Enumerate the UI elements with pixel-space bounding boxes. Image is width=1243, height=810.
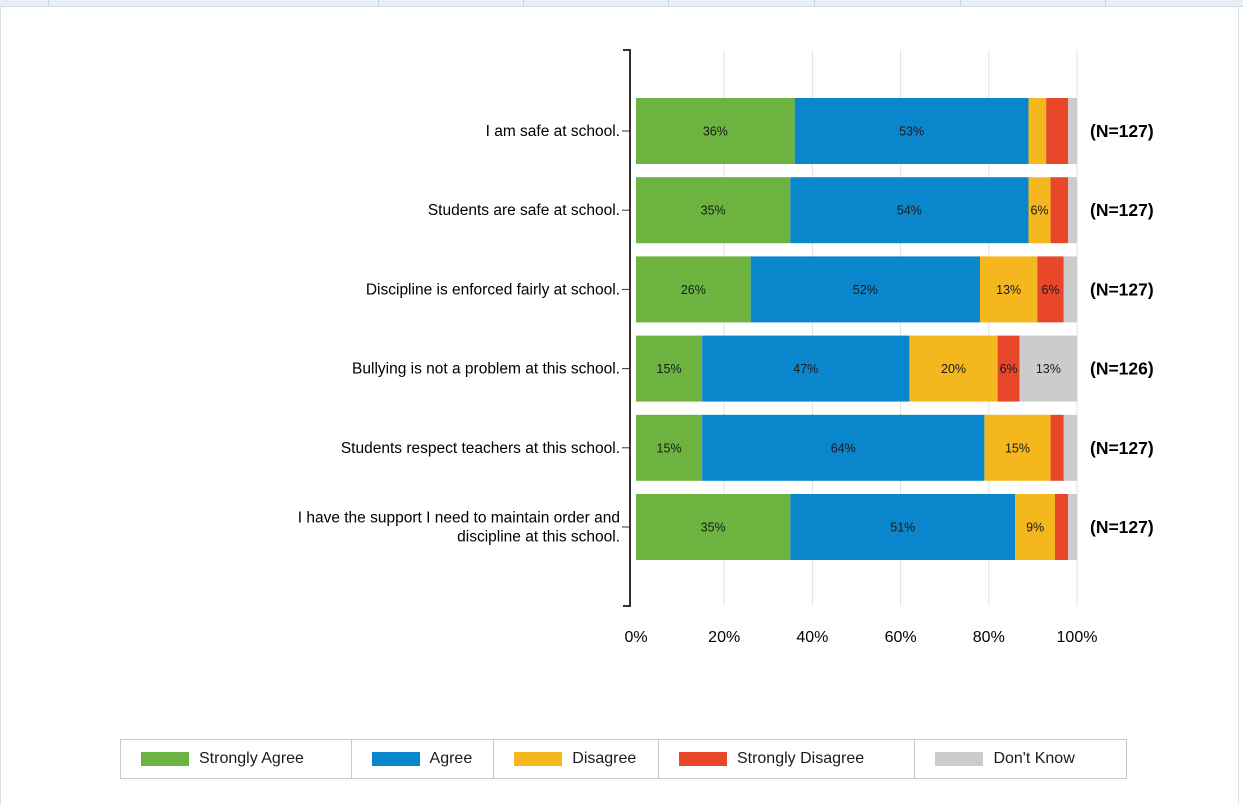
x-tick-label: 40% [796, 629, 828, 646]
legend-item: Agree [352, 740, 495, 778]
legend-swatch [141, 752, 189, 766]
bar-segment [979, 256, 1038, 323]
bar-segment [750, 256, 980, 323]
n-label: (N=127) [1090, 121, 1154, 141]
segment-label: 64% [831, 441, 856, 455]
x-tick-label: 60% [885, 629, 917, 646]
segment-label: 15% [1005, 441, 1030, 455]
category-label: discipline at this school. [457, 529, 620, 546]
category-label: I am safe at school. [486, 123, 620, 140]
bar-segment [1063, 256, 1077, 323]
n-label: (N=127) [1090, 517, 1154, 537]
bar-segment [909, 335, 998, 402]
bar-segment [1050, 414, 1064, 481]
legend-item: Strongly Agree [121, 740, 352, 778]
legend-label: Disagree [572, 750, 637, 767]
bar-segment [636, 177, 791, 244]
bar-segments [636, 98, 1077, 560]
segment-label: 13% [1036, 362, 1061, 376]
x-tick-label: 100% [1057, 629, 1098, 646]
segment-label: 35% [701, 521, 726, 535]
bar-segment [1019, 335, 1077, 402]
x-tick-labels: 0% 20% 40% 60% 80% 100% [624, 629, 1097, 646]
legend-item: Don't Know [915, 740, 1126, 778]
category-label: Students respect teachers at this school… [341, 440, 620, 457]
legend-label: Don't Know [993, 750, 1075, 767]
segment-labels: 36% 53% 35% 54% 6% 26% 52% 13% 6% 15% 47% 20% 6% 13% 1… [657, 125, 1061, 535]
legend-label: Agree [429, 750, 473, 767]
bar-segment [997, 335, 1020, 402]
n-label: (N=127) [1090, 200, 1154, 220]
segment-label: 36% [703, 125, 728, 139]
legend-swatch [678, 752, 727, 766]
bar-segment [1015, 494, 1055, 560]
x-tick-label: 20% [708, 629, 740, 646]
bar-segment [636, 98, 795, 164]
bar-segment [790, 494, 1016, 560]
x-tick-label: 80% [973, 629, 1005, 646]
segment-label: 35% [701, 204, 726, 218]
category-label: Bullying is not a problem at this school… [352, 361, 620, 378]
segment-label: 6% [1000, 362, 1018, 376]
segment-label: 52% [853, 283, 878, 297]
n-labels: (N=127) (N=127) (N=127) (N=126) (N=127) (N=12… [1090, 121, 1154, 537]
bar-segment [636, 414, 703, 481]
segment-label: 20% [941, 362, 966, 376]
segment-label: 6% [1030, 204, 1048, 218]
legend-item: Disagree [494, 740, 659, 778]
bar-segment [1028, 98, 1047, 164]
category-label: Students are safe at school. [428, 202, 620, 219]
legend-swatch [935, 752, 984, 766]
bar-segment [794, 98, 1029, 164]
bar-segment [790, 177, 1029, 244]
segment-label: 53% [899, 125, 924, 139]
segment-label: 15% [657, 362, 682, 376]
chart-frame [0, 6, 1239, 804]
bar-segment [636, 335, 703, 402]
n-label: (N=127) [1090, 438, 1154, 458]
category-label: I have the support I need to maintain or… [298, 510, 620, 527]
segment-label: 9% [1026, 521, 1044, 535]
legend-label: Strongly Agree [199, 750, 304, 767]
bar-segment [1068, 98, 1077, 164]
bar-segment [1068, 494, 1077, 560]
bar-segment [1063, 414, 1077, 481]
x-tick-label: 0% [624, 629, 647, 646]
segment-label: 6% [1042, 283, 1060, 297]
segment-label: 13% [996, 283, 1021, 297]
segment-label: 51% [890, 521, 915, 535]
bar-segment [1037, 256, 1064, 323]
category-labels: I am safe at school. Students are safe at… [298, 123, 620, 546]
n-label: (N=127) [1090, 279, 1154, 299]
category-label: Discipline is enforced fairly at school. [366, 281, 620, 298]
bar-segment [1046, 98, 1069, 164]
segment-label: 26% [681, 283, 706, 297]
segment-label: 47% [793, 362, 818, 376]
bar-segment [1028, 177, 1051, 244]
segment-label: 15% [657, 441, 682, 455]
legend-label: Strongly Disagree [736, 750, 865, 767]
bar-segment [636, 494, 791, 560]
legend: Strongly Agree Agree Disagree Strongly Disa… [120, 739, 1127, 779]
bar-segment [1054, 494, 1069, 560]
bar-segment [984, 414, 1051, 481]
category-axis [622, 49, 631, 607]
segment-label: 54% [897, 204, 922, 218]
bar-segment [636, 256, 751, 323]
n-label: (N=126) [1090, 359, 1154, 379]
bar-segment [1050, 177, 1069, 244]
legend-swatch [514, 752, 563, 766]
bar-segment [1068, 177, 1077, 244]
legend-item: Strongly Disagree [659, 740, 916, 778]
bar-segment [702, 335, 910, 402]
legend-swatch [371, 752, 420, 766]
bar-segment [702, 414, 985, 481]
top-strip [0, 0, 1243, 7]
